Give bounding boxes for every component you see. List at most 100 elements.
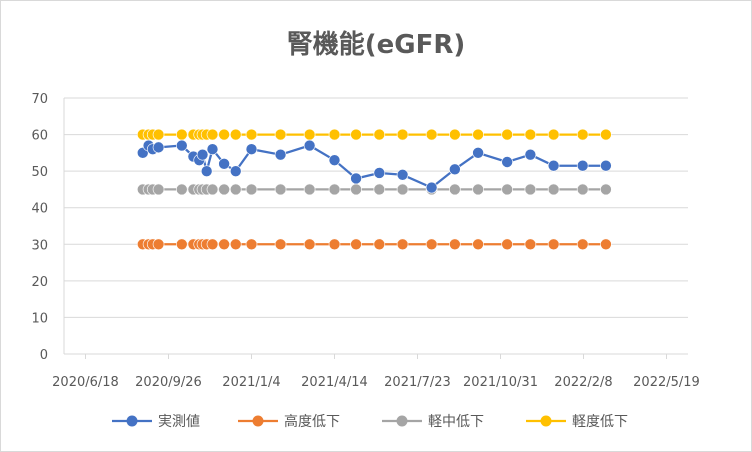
data-point — [472, 238, 484, 251]
data-point — [524, 148, 537, 161]
data-point — [396, 238, 409, 251]
x-tick-label: 2021/1/4 — [222, 375, 280, 390]
series-3 — [136, 128, 612, 141]
axes: 0 10 20 30 40 50 60 70 2020/6/18 2020/9/26 2021/1/… — [31, 92, 699, 390]
data-point — [576, 238, 589, 251]
data-point — [175, 139, 188, 152]
data-point — [472, 183, 484, 196]
data-point — [196, 148, 209, 161]
data-point — [576, 183, 589, 196]
y-tick-label: 50 — [31, 165, 48, 180]
data-point — [576, 159, 589, 172]
legend-marker — [252, 415, 264, 427]
data-point — [524, 238, 537, 251]
data-point — [175, 238, 188, 251]
series-2 — [136, 183, 612, 196]
data-point — [303, 139, 316, 152]
data-point — [245, 143, 258, 155]
data-point — [328, 154, 341, 166]
data-point — [373, 238, 386, 251]
data-point — [524, 183, 537, 196]
data-point — [206, 238, 219, 251]
x-tick-label: 2022/5/19 — [633, 375, 700, 390]
data-point — [472, 147, 484, 159]
legend-marker — [126, 415, 138, 427]
data-point — [449, 238, 461, 251]
data-point — [245, 238, 258, 251]
data-point — [501, 238, 513, 251]
data-point — [547, 128, 560, 141]
legend-label: 高度低下 — [284, 413, 340, 430]
data-point — [425, 238, 438, 251]
y-tick-label: 20 — [31, 275, 48, 290]
data-point — [218, 183, 230, 196]
legend: 実測値 高度低下 軽中低下 軽度低下 — [112, 413, 628, 430]
data-point — [303, 128, 316, 141]
data-point — [218, 238, 230, 251]
legend-item: 軽中低下 — [382, 414, 484, 430]
data-point — [547, 159, 560, 172]
data-point — [152, 183, 165, 196]
data-point — [425, 181, 438, 194]
data-point — [373, 167, 386, 179]
data-point — [229, 183, 242, 196]
data-point — [600, 183, 612, 196]
data-point — [396, 169, 409, 181]
data-point — [274, 128, 287, 141]
data-point — [449, 163, 461, 176]
data-point — [373, 183, 386, 196]
chart-title: 腎機能(eGFR) — [287, 29, 466, 60]
data-point — [576, 128, 589, 141]
data-point — [245, 183, 258, 196]
data-point — [206, 128, 219, 141]
data-point — [175, 128, 188, 141]
data-point — [274, 148, 287, 161]
legend-label: 実測値 — [158, 414, 200, 430]
data-point — [152, 141, 165, 154]
data-point — [472, 128, 484, 141]
series-lines — [136, 128, 612, 251]
x-tick-label: 2021/10/31 — [463, 375, 538, 390]
x-tick-label: 2021/7/23 — [384, 375, 451, 390]
data-point — [245, 128, 258, 141]
data-point — [206, 183, 219, 196]
data-point — [501, 156, 513, 168]
data-point — [175, 183, 188, 196]
data-point — [425, 128, 438, 141]
legend-item: 実測値 — [112, 414, 200, 430]
y-tick-label: 0 — [40, 348, 48, 363]
data-point — [449, 128, 461, 141]
data-point — [524, 128, 537, 141]
data-point — [229, 165, 242, 177]
legend-label: 軽中低下 — [428, 414, 484, 430]
legend-label: 軽度低下 — [572, 414, 628, 430]
data-point — [274, 238, 287, 251]
data-point — [600, 238, 612, 251]
data-point — [396, 128, 409, 141]
data-point — [547, 183, 560, 196]
data-point — [200, 165, 213, 177]
x-tick-label: 2022/2/8 — [554, 375, 612, 390]
data-point — [152, 128, 165, 141]
data-point — [328, 183, 341, 196]
data-point — [229, 128, 242, 141]
y-tick-label: 60 — [31, 129, 48, 144]
data-point — [206, 143, 219, 155]
data-point — [328, 128, 341, 141]
series-1 — [136, 238, 612, 251]
legend-marker — [540, 415, 552, 427]
legend-item: 軽度低下 — [526, 414, 628, 430]
x-tick-label: 2021/4/14 — [301, 375, 368, 390]
data-point — [303, 183, 316, 196]
data-point — [328, 238, 341, 251]
series-0 — [136, 139, 612, 194]
data-point — [229, 238, 242, 251]
legend-item: 高度低下 — [238, 413, 340, 430]
y-tick-label: 30 — [31, 238, 48, 253]
data-point — [218, 128, 230, 141]
data-point — [152, 238, 165, 251]
data-point — [274, 183, 287, 196]
data-point — [396, 183, 409, 196]
legend-marker — [396, 415, 408, 427]
